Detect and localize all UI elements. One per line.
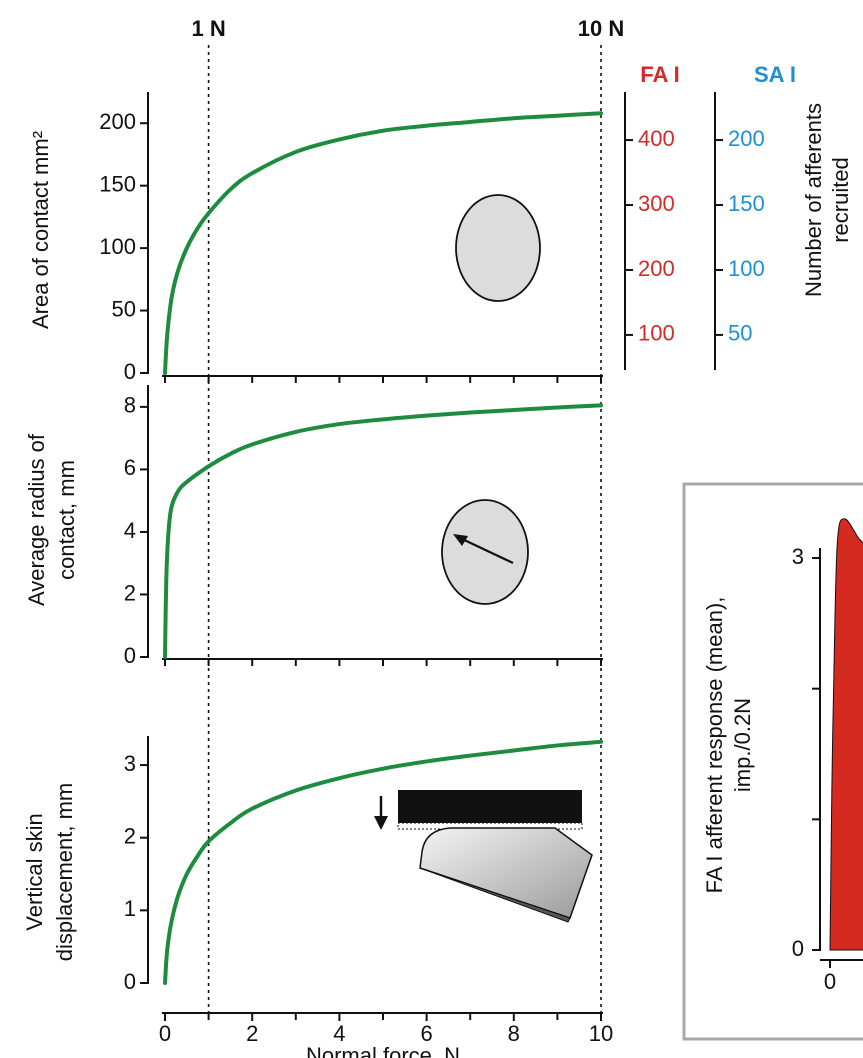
- y-tick-label: 6: [124, 455, 136, 480]
- y-tick-label: 0: [792, 936, 804, 961]
- y-axis-title: Area of contact mm²: [28, 131, 53, 329]
- x-tick-label: 10: [589, 1021, 613, 1046]
- y-tick-label: 0: [124, 643, 136, 668]
- y-tick-label: 2: [124, 824, 136, 849]
- y-tick-label: 4: [124, 518, 136, 543]
- y-tick-label: 200: [99, 109, 136, 134]
- finger: [419, 827, 593, 919]
- contact-ellipse: [455, 194, 541, 302]
- x-tick-label: 0: [824, 969, 836, 994]
- y-axis-title: Average radius of: [24, 433, 49, 606]
- secondary-tick-label: 200: [728, 126, 765, 151]
- x-tick-label: 8: [508, 1021, 520, 1046]
- y-axis-title: displacement, mm: [52, 783, 77, 962]
- radius-arrow: [459, 537, 514, 564]
- x-tick-label: 6: [420, 1021, 432, 1046]
- x-tick-label: 4: [333, 1021, 345, 1046]
- curve: [163, 403, 603, 659]
- y-tick-label: 8: [124, 393, 136, 418]
- secondary-tick-label: 100: [638, 321, 675, 346]
- secondary-tick-label: 300: [638, 191, 675, 216]
- x-tick-label: 2: [246, 1021, 258, 1046]
- y-tick-label: 1: [124, 896, 136, 921]
- inset-plot: 0 3 0 FA I afferent response (mean), imp./0.…: [702, 518, 863, 994]
- y-tick-label: 3: [124, 751, 136, 776]
- secondary-tick-label: 100: [728, 256, 765, 281]
- curve: [163, 739, 603, 985]
- radius-ellipse: [441, 499, 529, 605]
- finger-edge: [419, 867, 571, 923]
- x-axis-title: Normal force, N: [306, 1043, 460, 1058]
- y-tick-label: 0: [124, 969, 136, 994]
- curve: [163, 111, 603, 375]
- y-tick-label: 150: [99, 171, 136, 196]
- plate: [398, 790, 582, 823]
- secondary-axis-label: FA I: [640, 62, 680, 87]
- secondary-axis-label: SA I: [754, 62, 796, 87]
- y-tick-label: 0: [124, 359, 136, 384]
- y-tick-label: 50: [112, 296, 136, 321]
- y-tick-label: 2: [124, 580, 136, 605]
- secondary-tick-label: 150: [728, 191, 765, 216]
- y-axis-title: FA I afferent response (mean),: [702, 597, 727, 894]
- y-axis-title: contact, mm: [54, 460, 79, 580]
- y-axis-title: Vertical skin: [22, 813, 47, 930]
- secondary-axis-title: recruited: [828, 157, 853, 243]
- secondary-tick-label: 200: [638, 256, 675, 281]
- secondary-tick-label: 50: [728, 321, 752, 346]
- y-tick-label: 3: [792, 544, 804, 569]
- reference-label: 1 N: [191, 16, 225, 41]
- response-area: [829, 518, 863, 951]
- inset-box: [682, 482, 863, 1041]
- x-tick-label: 0: [159, 1021, 171, 1046]
- radius-arrowhead: [453, 534, 468, 546]
- reference-label: 10 N: [578, 16, 624, 41]
- secondary-axis-title: Number of afferents: [801, 103, 826, 297]
- y-tick-label: 100: [99, 234, 136, 259]
- press-arrowhead: [374, 816, 388, 830]
- y-axis-title: imp./0.2N: [730, 698, 755, 792]
- secondary-tick-label: 400: [638, 126, 675, 151]
